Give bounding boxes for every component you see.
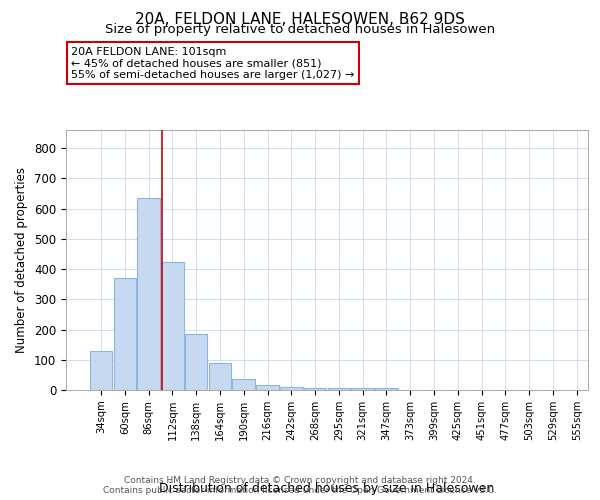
Bar bbox=[137, 198, 160, 390]
Bar bbox=[352, 388, 374, 390]
Bar bbox=[90, 350, 112, 390]
Bar bbox=[113, 278, 136, 390]
Bar bbox=[232, 380, 255, 390]
Bar bbox=[328, 388, 350, 390]
Bar bbox=[256, 384, 279, 390]
Bar bbox=[304, 388, 326, 390]
Text: Contains HM Land Registry data © Crown copyright and database right 2024.
Contai: Contains HM Land Registry data © Crown c… bbox=[103, 476, 497, 495]
Text: Size of property relative to detached houses in Halesowen: Size of property relative to detached ho… bbox=[105, 22, 495, 36]
Bar bbox=[375, 388, 398, 390]
Bar bbox=[280, 387, 302, 390]
Text: 20A FELDON LANE: 101sqm
← 45% of detached houses are smaller (851)
55% of semi-d: 20A FELDON LANE: 101sqm ← 45% of detache… bbox=[71, 47, 355, 80]
X-axis label: Distribution of detached houses by size in Halesowen: Distribution of detached houses by size … bbox=[160, 482, 494, 495]
Bar bbox=[185, 334, 208, 390]
Bar bbox=[161, 262, 184, 390]
Bar bbox=[209, 363, 231, 390]
Text: 20A, FELDON LANE, HALESOWEN, B62 9DS: 20A, FELDON LANE, HALESOWEN, B62 9DS bbox=[135, 12, 465, 28]
Y-axis label: Number of detached properties: Number of detached properties bbox=[16, 167, 28, 353]
